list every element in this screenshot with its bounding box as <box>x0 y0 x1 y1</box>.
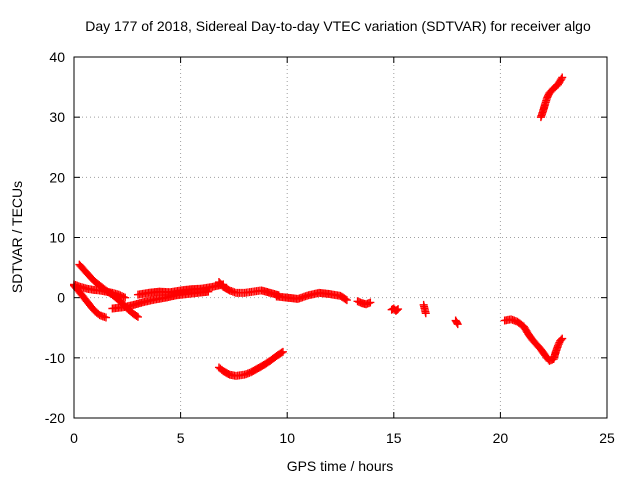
data-point <box>216 364 225 373</box>
y-tick-label: -10 <box>45 350 65 366</box>
tick-labels: 0 5 10 15 20 25 -20 -10 0 10 20 30 40 <box>45 49 615 446</box>
x-tick-label: 15 <box>386 430 402 446</box>
data-point <box>557 335 566 344</box>
data-point <box>276 349 285 358</box>
data-point <box>544 91 553 100</box>
data-point <box>452 317 461 326</box>
data-point <box>547 86 556 95</box>
chart-title: Day 177 of 2018, Sidereal Day-to-day VTE… <box>85 18 591 34</box>
data-point <box>80 294 89 303</box>
x-tick-label: 5 <box>177 430 185 446</box>
series-arc-7h <box>214 278 283 300</box>
data-point <box>517 320 526 329</box>
series-mid-band-low <box>108 287 213 313</box>
data-point <box>117 292 126 301</box>
data-point <box>119 292 128 301</box>
series-segment-20-23h <box>500 315 567 365</box>
grid <box>74 57 607 418</box>
y-axis-label: SDTVAR / TECUs <box>9 181 25 293</box>
x-tick-label: 25 <box>599 430 615 446</box>
x-axis-label: GPS time / hours <box>287 458 394 474</box>
series-segment-18h <box>451 316 462 329</box>
data-point <box>557 74 566 83</box>
data-point <box>223 285 232 294</box>
series-segment-15h <box>387 304 403 315</box>
x-tick-label: 20 <box>493 430 509 446</box>
data-point <box>421 307 430 316</box>
y-tick-label: -20 <box>45 410 65 426</box>
series-segment-22-23h-upper <box>536 73 567 122</box>
data-point <box>551 83 560 92</box>
data-point <box>223 369 232 378</box>
data-point <box>522 326 531 335</box>
y-tick-label: 0 <box>57 290 65 306</box>
data-point <box>277 348 286 357</box>
data-point <box>131 311 140 320</box>
series-segment-13-14h <box>353 297 375 309</box>
y-tick-label: 20 <box>49 169 65 185</box>
data-point <box>364 299 373 308</box>
data-point <box>100 312 109 321</box>
series-lower-early-arc <box>70 281 110 322</box>
y-tick-label: 40 <box>49 49 65 65</box>
plot-frame <box>73 56 608 419</box>
series-lower-arc <box>214 347 287 380</box>
x-tick-label: 0 <box>70 430 78 446</box>
data-points <box>70 73 567 380</box>
data-point <box>453 318 462 327</box>
data-point <box>558 334 567 343</box>
y-tick-label: 30 <box>49 109 65 125</box>
y-tick-label: 10 <box>49 230 65 246</box>
data-point <box>92 308 101 317</box>
series-segment-10-12h <box>272 288 351 305</box>
data-point <box>556 76 565 85</box>
x-tick-label: 10 <box>279 430 295 446</box>
series-early-cluster <box>70 280 130 302</box>
data-point <box>341 295 350 304</box>
data-point <box>554 340 563 349</box>
data-point <box>132 312 141 321</box>
data-point <box>340 294 349 303</box>
data-point <box>89 305 98 314</box>
data-point <box>392 306 401 315</box>
series-segment-16h <box>419 300 430 318</box>
